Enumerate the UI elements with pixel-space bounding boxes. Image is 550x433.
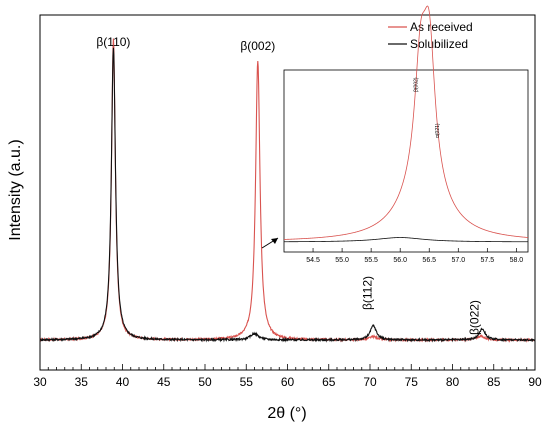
inset-x-tick-label: 55.0 xyxy=(335,257,349,264)
inset-frame xyxy=(283,69,529,253)
inset-x-tick-label: 56.0 xyxy=(393,257,407,264)
peak-label: β(022) xyxy=(468,300,482,335)
legend: As received Solubilized xyxy=(388,20,473,51)
x-axis: 30 35 40 45 50 55 60 65 70 75 80 85 90 xyxy=(33,364,542,389)
x-tick-label: 40 xyxy=(116,375,130,389)
x-tick-label: 75 xyxy=(405,375,419,389)
inset-peak-label: β(002) xyxy=(414,77,420,92)
x-tick-label: 50 xyxy=(198,375,212,389)
inset-series-line-solubilized xyxy=(283,237,528,243)
y-axis-label: Intensity (a.u.) xyxy=(7,139,24,240)
x-tick-label: 70 xyxy=(363,375,377,389)
x-axis-label: 2θ (°) xyxy=(267,405,306,422)
series-line-solubilized xyxy=(39,47,536,343)
peak-label: β(112) xyxy=(360,276,374,310)
x-tick-label: 90 xyxy=(528,375,542,389)
inset-x-tick-label: 54.5 xyxy=(306,257,320,264)
x-tick-label: 30 xyxy=(33,375,47,389)
peak-label: β(110) xyxy=(96,35,130,49)
x-tick-label: 45 xyxy=(157,375,171,389)
peak-label: β(002) xyxy=(240,39,275,53)
inset-peak-labels: β(002) α(021) xyxy=(414,77,442,138)
x-tick-label: 60 xyxy=(281,375,295,389)
inset-x-tick-label: 56.5 xyxy=(422,257,436,264)
inset-chart: 54.5 55.0 55.5 56.0 56.5 57.0 57.5 58.0 β(002) α… xyxy=(283,5,529,264)
inset-x-tick-label: 58.0 xyxy=(510,257,524,264)
inset-x-axis: 54.5 55.0 55.5 56.0 56.5 57.0 57.5 58.0 xyxy=(306,248,523,264)
inset-pointer-arrow xyxy=(261,237,279,249)
series-layer xyxy=(39,38,536,343)
inset-x-tick-label: 57.0 xyxy=(451,257,465,264)
x-tick-label: 85 xyxy=(487,375,501,389)
peak-labels: β(110) β(002) β(112) β(022) xyxy=(96,35,481,335)
inset-x-tick-label: 57.5 xyxy=(481,257,495,264)
inset-series-line-as-received xyxy=(283,5,529,240)
x-tick-label: 80 xyxy=(446,375,460,389)
inset-x-tick-label: 55.5 xyxy=(364,257,378,264)
inset-peak-label: α(021) xyxy=(435,123,441,138)
x-tick-label: 55 xyxy=(240,375,254,389)
legend-label-solubilized: Solubilized xyxy=(410,37,468,51)
x-tick-label: 65 xyxy=(322,375,336,389)
inset-series-layer xyxy=(283,5,529,243)
x-tick-label: 35 xyxy=(75,375,89,389)
legend-label-as-received: As received xyxy=(410,20,473,34)
